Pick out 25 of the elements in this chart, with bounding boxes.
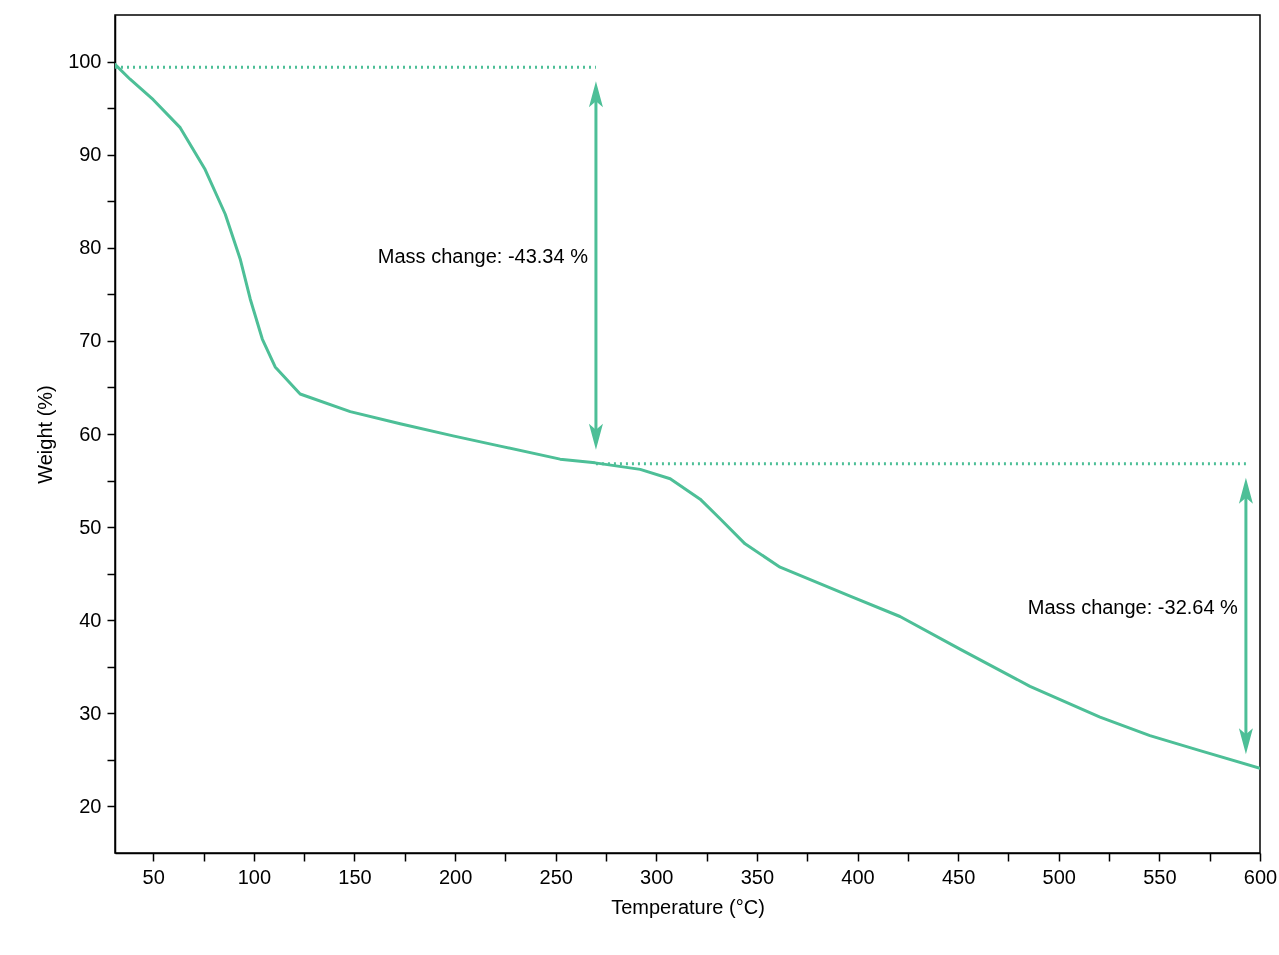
x-tick-label: 600 bbox=[1243, 865, 1278, 888]
x-tick-label: 150 bbox=[338, 865, 372, 888]
x-tick-label: 500 bbox=[1042, 865, 1076, 888]
x-axis-title: Temperature (°C) bbox=[611, 895, 765, 918]
annotation: Mass change: -43.34 % bbox=[377, 245, 589, 268]
y-axis-title: Weight (%) bbox=[34, 385, 57, 484]
x-tick-label: 300 bbox=[640, 865, 674, 888]
y-tick-label: 80 bbox=[79, 236, 102, 259]
y-tick-label: 60 bbox=[79, 422, 102, 445]
x-tick-label: 100 bbox=[237, 865, 272, 888]
x-tick-label: 400 bbox=[841, 865, 875, 888]
annotation: Mass change: -32.64 % bbox=[1027, 596, 1239, 619]
y-tick-label: 40 bbox=[79, 608, 102, 631]
x-tick-label: 200 bbox=[438, 865, 473, 888]
y-tick-label: 30 bbox=[79, 701, 102, 724]
y-tick-label: 20 bbox=[79, 794, 102, 817]
y-tick-label: 70 bbox=[79, 329, 102, 352]
x-tick-label: 350 bbox=[740, 865, 775, 888]
y-tick-label: 90 bbox=[79, 143, 102, 166]
x-tick-label: 450 bbox=[941, 865, 976, 888]
y-tick-label: 50 bbox=[79, 515, 102, 538]
x-tick-label: 50 bbox=[142, 865, 165, 888]
x-tick-label: 250 bbox=[539, 865, 573, 888]
y-tick-label: 100 bbox=[68, 50, 102, 73]
x-tick-label: 550 bbox=[1143, 865, 1177, 888]
